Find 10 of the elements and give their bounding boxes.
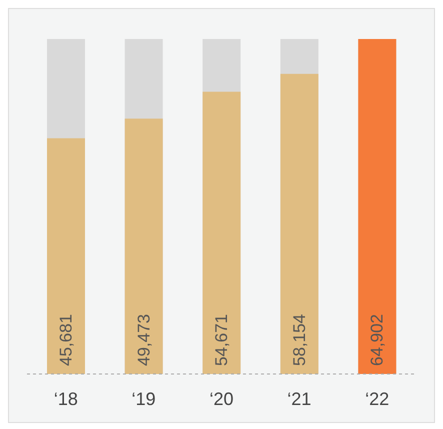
data-label: 54,671 (212, 314, 232, 366)
x-tick-label: ‘21 (287, 388, 312, 409)
x-tick-label: ‘18 (54, 388, 78, 409)
data-label: 58,154 (290, 314, 309, 366)
x-tick-label: ‘19 (132, 388, 156, 409)
data-label: 49,473 (134, 314, 154, 366)
x-tick-label: ‘20 (209, 388, 234, 409)
data-label: 45,681 (56, 314, 76, 366)
x-tick-label: ‘22 (365, 388, 390, 409)
data-label: 64,902 (368, 314, 387, 366)
